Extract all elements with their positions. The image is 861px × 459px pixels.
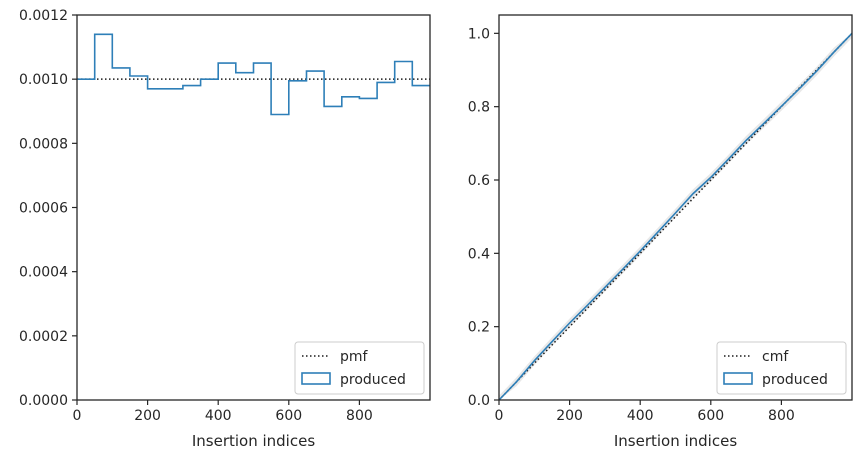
cmf-panel: 0 200 400 600 800 0.0 0.2 0.4 0.6 0.8 1.0 Insertion…: [468, 14, 853, 450]
y-tick-label: 0.0000: [19, 393, 68, 409]
y-tick-label: 0.0008: [19, 136, 68, 152]
produced-series-line: [498, 32, 853, 401]
x-tick-label: 200: [134, 408, 161, 424]
y-tick-label: 0.0012: [19, 8, 68, 24]
legend-swatch-produced: [723, 372, 753, 385]
x-axis-title: Insertion indices: [614, 432, 737, 450]
y-tick-label: 0.0010: [19, 72, 68, 88]
y-tick-label: 0.0006: [19, 201, 68, 217]
x-tick-label: 800: [768, 408, 795, 424]
legend: pmf produced: [294, 341, 425, 395]
y-tick-label: 0.8: [468, 100, 490, 116]
x-tick-label: 800: [346, 408, 373, 424]
y-tick-label: 0.0002: [19, 329, 68, 345]
x-axis-title: Insertion indices: [192, 432, 315, 450]
y-tick-label: 1.0: [468, 26, 490, 42]
x-tick-label: 600: [697, 408, 724, 424]
y-tick-label: 0.0: [468, 393, 490, 409]
legend: cmf produced: [716, 341, 847, 395]
legend-label-produced: produced: [762, 372, 828, 388]
confidence-band: [499, 33, 852, 401]
pmf-histogram-panel: 0 200 400 600 800 0.0000 0.0002 0.0004 0.0006 0.0…: [19, 8, 431, 450]
legend-box: [716, 341, 847, 395]
legend-swatch-produced: [301, 372, 331, 385]
legend-label-cmf: cmf: [762, 349, 789, 365]
x-tick-label: 200: [556, 408, 583, 424]
plot-frame: [498, 14, 853, 401]
x-tick-label: 0: [495, 408, 504, 424]
x-tick-label: 400: [627, 408, 654, 424]
y-tick-label: 0.0004: [19, 265, 68, 281]
produced-series-line: [76, 33, 430, 116]
y-tick-label: 0.2: [468, 320, 490, 336]
x-tick-label: 0: [73, 408, 82, 424]
legend-label-pmf: pmf: [340, 349, 369, 365]
x-tick-label: 400: [205, 408, 232, 424]
legend-label-produced: produced: [340, 372, 406, 388]
y-tick-label: 0.6: [468, 173, 490, 189]
x-tick-label: 600: [275, 408, 302, 424]
y-tick-label: 0.4: [468, 246, 490, 262]
legend-box: [294, 341, 425, 395]
